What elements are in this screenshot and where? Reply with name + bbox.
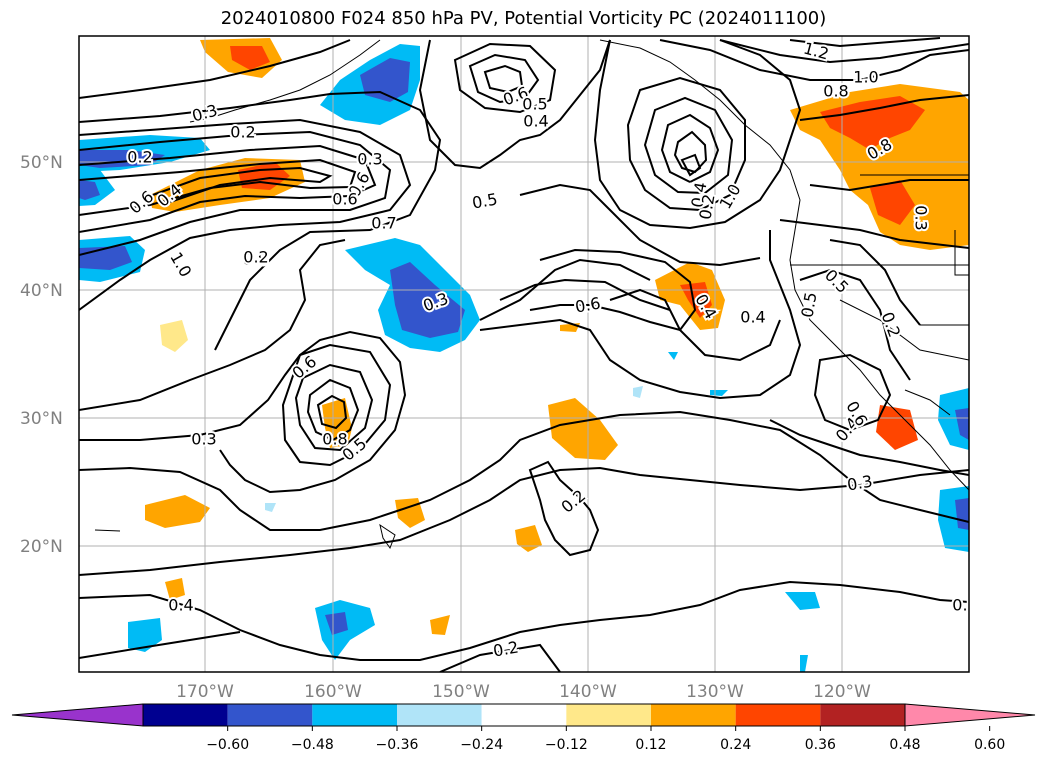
colorbar-tick-label: 0.12 (635, 737, 666, 753)
colorbar-segment (566, 704, 651, 726)
gridlines (79, 36, 969, 672)
colorbar-segment (735, 704, 821, 726)
contour-label: 0.3 (191, 430, 216, 449)
pv-contours (79, 37, 969, 672)
contour-label: 1.0 (853, 68, 878, 87)
colorbar-tick-label: −0.60 (206, 737, 249, 753)
lon-label-160w: 160°W (304, 682, 362, 702)
lat-label-20n: 20°N (20, 537, 63, 557)
colorbar-tick-label: 0.24 (720, 737, 751, 753)
colorbar-tick-label: −0.36 (376, 737, 419, 753)
contour-label: 0.3 (357, 150, 382, 169)
lon-label-140w: 140°W (559, 682, 617, 702)
contour-label: 0.4 (168, 596, 193, 615)
lat-label-50n: 50°N (20, 153, 63, 173)
contour-label: 0.4 (523, 112, 548, 131)
map-background (79, 36, 969, 672)
colorbar-tick-label: 0.36 (805, 737, 836, 753)
contour-label: 0.8 (322, 430, 347, 449)
colorbar: −0.60 −0.48 −0.36 −0.24 −0.12 0.12 0.24 0.36 0.4… (11, 703, 1036, 753)
contour-label: 0.6 (332, 190, 357, 209)
colorbar-border (142, 703, 906, 727)
lon-label-150w: 150°W (432, 682, 490, 702)
colorbar-segment (143, 704, 228, 726)
contour-label: 0.8 (823, 82, 848, 101)
contour-label: 0.5 (522, 95, 547, 114)
colorbar-tick-label: 0.48 (889, 737, 920, 753)
colorbar-segment (312, 704, 397, 726)
map-title: 2024010800 F024 850 hPa PV, Potential Vo… (220, 8, 827, 29)
lat-label-30n: 30°N (20, 409, 63, 429)
colorbar-segment (397, 704, 482, 726)
contour-label: 0.7 (371, 214, 396, 233)
colorbar-tick-label: −0.48 (291, 737, 334, 753)
colorbar-tick-label: −0.12 (545, 737, 588, 753)
colorbar-segment (820, 704, 905, 726)
colorbar-segment (651, 704, 736, 726)
lon-label-120w: 120°W (813, 682, 871, 702)
contour-label: 0.4 (740, 308, 765, 327)
contour-label: 0.8 (242, 250, 267, 269)
contour-label: 0.2 (230, 123, 255, 142)
latitude-labels: 50°N 40°N 30°N 20°N (20, 153, 63, 557)
lon-label-130w: 130°W (686, 682, 744, 702)
colorbar-segment (227, 704, 313, 726)
colorbar-tick-label: 0.60 (974, 737, 1005, 753)
contour-label: 0.2 (695, 193, 718, 221)
map-frame (78, 35, 970, 673)
contour-label: 0.2 (127, 148, 152, 167)
lat-label-40n: 40°N (20, 281, 63, 301)
contour-label: 0.2 (243, 248, 268, 267)
contour-label: 0.3 (912, 205, 931, 230)
longitude-labels: 170°W 160°W 150°W 140°W 130°W 120°W (176, 682, 871, 702)
colorbar-segment (481, 704, 567, 726)
lon-label-170w: 170°W (176, 682, 234, 702)
contour-label: 0.2 (952, 596, 977, 615)
colorbar-extend-max (904, 703, 1036, 727)
colorbar-extend-min (11, 703, 144, 727)
colorbar-tick-label: −0.24 (460, 737, 503, 753)
